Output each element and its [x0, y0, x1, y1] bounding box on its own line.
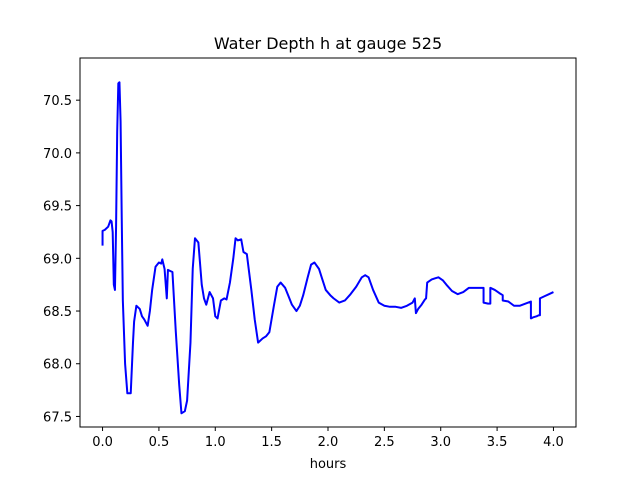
y-tick-label: 68.5 — [43, 305, 72, 320]
y-tick-label: 69.5 — [43, 200, 72, 215]
x-tick-label: 0.0 — [92, 435, 113, 450]
y-tick-label: 67.5 — [43, 410, 72, 425]
y-tick-label: 70.0 — [43, 147, 72, 162]
chart-title: Water Depth h at gauge 525 — [214, 34, 442, 53]
x-tick-label: 1.5 — [261, 435, 282, 450]
y-tick-label: 68.0 — [43, 358, 72, 373]
y-axis: 67.5 68.0 68.5 69.0 69.5 70.0 70.5 — [43, 94, 80, 425]
plot-area — [79, 57, 577, 428]
x-tick-label: 3.0 — [430, 435, 451, 450]
series-line-0 — [101, 81, 554, 415]
x-tick-label: 1.0 — [205, 435, 226, 450]
y-tick-label: 70.5 — [43, 94, 72, 109]
x-tick-label: 3.5 — [487, 435, 508, 450]
y-tick-label: 69.0 — [43, 252, 72, 267]
x-axis: 0.0 0.5 1.0 1.5 2.0 2.5 3.0 3.5 4.0 — [92, 427, 564, 450]
x-axis-label: hours — [310, 457, 347, 472]
x-tick-label: 4.0 — [543, 435, 564, 450]
x-tick-label: 2.5 — [374, 435, 395, 450]
x-tick-label: 0.5 — [149, 435, 170, 450]
plot-frame — [79, 57, 577, 428]
x-tick-label: 2.0 — [318, 435, 339, 450]
